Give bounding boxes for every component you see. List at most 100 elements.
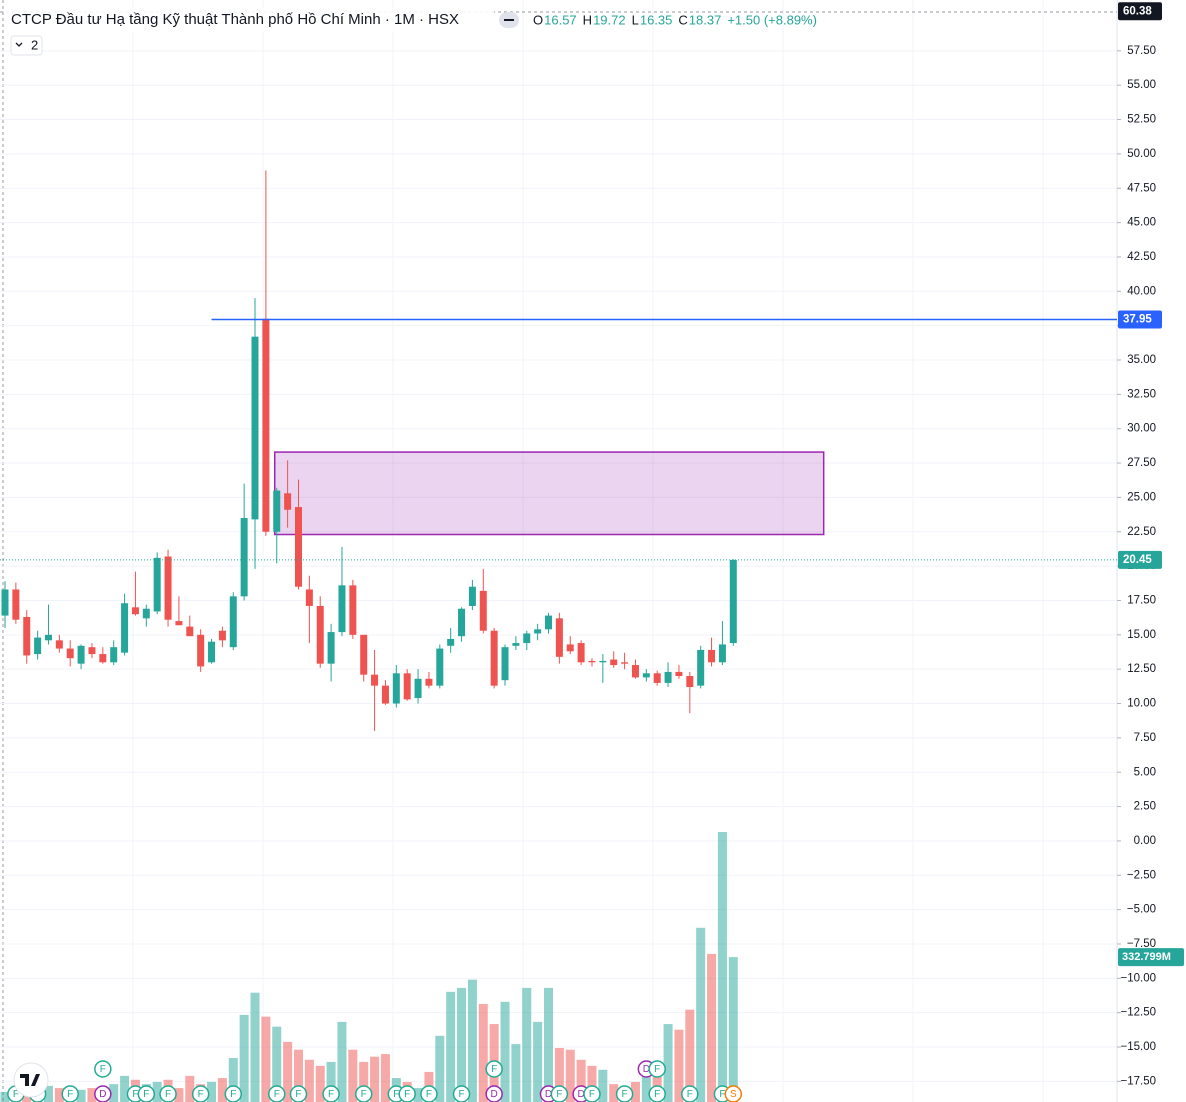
y-tick-label: 57.50 (1127, 45, 1156, 57)
y-tick-label: −5.00 (1127, 904, 1156, 916)
candle-body (631, 665, 639, 678)
y-tick-label: 47.50 (1127, 182, 1156, 194)
event-marker[interactable] (485, 1060, 503, 1078)
zone-rectangle (274, 451, 825, 536)
event-marker[interactable] (159, 1085, 177, 1102)
volume-bar (380, 1054, 390, 1102)
volume-bar (228, 1058, 238, 1102)
volume-bar (728, 957, 738, 1102)
event-label: F (230, 1089, 236, 1100)
price-axis: −17.50 −15.00 −12.50 −10.00 −7.50 −5.00 −2.50 0… (1117, 2, 1184, 1087)
candle-body (88, 647, 96, 655)
event-marker[interactable] (398, 1085, 416, 1102)
ohlc-key: C (678, 12, 687, 27)
volume-bar (337, 1021, 347, 1102)
event-marker[interactable] (94, 1085, 112, 1102)
volume-bar (239, 1014, 249, 1102)
vertical-grid (132, 0, 1044, 1102)
logo-bg (13, 1062, 49, 1098)
event-label: F (295, 1089, 301, 1100)
ohlc-value: 19.72 (593, 12, 626, 27)
event-marker[interactable] (583, 1085, 601, 1102)
candle-body (284, 493, 292, 510)
event-marker[interactable] (61, 1085, 79, 1102)
candle-body (327, 632, 335, 664)
symbol-title: CTCP Đầu tư Hạ tầng Kỹ thuật Thành phố H… (11, 11, 459, 28)
indicator-toggle[interactable] (10, 35, 43, 56)
event-marker[interactable] (550, 1085, 569, 1102)
event-label: F (13, 1089, 19, 1100)
volume-bar (54, 1088, 64, 1102)
volume-bar (261, 1016, 271, 1102)
event-marker[interactable] (681, 1085, 699, 1102)
volume-bar (576, 1059, 586, 1102)
y-tick-label: 17.50 (1127, 594, 1156, 606)
candle-body (360, 634, 368, 675)
event-label: F (361, 1089, 367, 1100)
y-tick-label: 52.50 (1127, 114, 1156, 126)
price-badge (1118, 2, 1162, 21)
ohlc-legend: O 16.57 H 19.72 L 16.35 C 18.37 +1.50 (+8.89%) (533, 12, 817, 27)
candle-body (675, 671, 683, 677)
volume-bar (152, 1081, 162, 1102)
candle-body (208, 641, 216, 663)
volume-bar (652, 1064, 662, 1102)
candle-body (621, 662, 629, 664)
y-tick-label: 32.50 (1127, 388, 1156, 400)
candle-body (23, 616, 31, 656)
event-marker[interactable] (648, 1060, 666, 1078)
y-tick-label: 25.00 (1127, 491, 1156, 503)
volume-bar (120, 1075, 130, 1102)
event-marker[interactable] (485, 1085, 503, 1102)
volume-bar (717, 832, 727, 1102)
chevron (15, 42, 23, 47)
volume-bar (43, 1085, 53, 1102)
event-label: S (730, 1089, 737, 1100)
y-tick-label: 12.50 (1127, 663, 1156, 675)
volume-bar (685, 1009, 695, 1102)
event-marker[interactable] (94, 1060, 112, 1078)
event-marker[interactable] (724, 1085, 743, 1102)
candle-body (718, 644, 726, 663)
event-marker[interactable] (354, 1085, 373, 1102)
candle-body (534, 629, 542, 634)
candle-body (34, 637, 42, 655)
volume-bar (293, 1049, 303, 1102)
candle-body (142, 608, 150, 619)
event-marker[interactable] (615, 1085, 634, 1102)
volume-bar (674, 1029, 684, 1102)
volume-bar (304, 1059, 314, 1102)
candle-body (664, 671, 672, 683)
event-marker[interactable] (224, 1085, 243, 1102)
candle-body (697, 649, 705, 686)
volume-bar (554, 1048, 564, 1102)
ohlc-key: L (632, 12, 639, 27)
event-marker[interactable] (289, 1085, 308, 1102)
volume-bar (174, 1088, 184, 1102)
plot-area: FFFDFFFFFFFFFFFFFDDFDFFFFFSFFDF (0, 50, 1117, 1102)
event-marker[interactable] (420, 1085, 438, 1102)
event-marker[interactable] (268, 1085, 286, 1102)
event-label: D (577, 1089, 584, 1100)
candle-body (55, 640, 63, 649)
event-marker[interactable] (191, 1085, 210, 1102)
event-marker[interactable] (137, 1085, 156, 1102)
price-badge-label: 20.45 (1123, 554, 1152, 566)
volume-bar (446, 991, 456, 1102)
event-label: F (719, 1089, 725, 1100)
volume-bar (500, 1001, 510, 1102)
event-label: F (589, 1089, 595, 1100)
volume-bar (413, 1088, 423, 1102)
event-marker[interactable] (452, 1085, 471, 1102)
event-marker[interactable] (322, 1085, 340, 1102)
y-tick-label: 30.00 (1127, 423, 1156, 435)
event-label: D (545, 1089, 552, 1100)
tv-logo (13, 1062, 49, 1098)
volume-bar (565, 1049, 575, 1102)
candle-body (501, 647, 509, 681)
volume-bar (359, 1061, 369, 1102)
y-tick-label: 42.50 (1127, 251, 1156, 263)
price-badge-label: 37.95 (1123, 314, 1152, 326)
event-marker[interactable] (648, 1085, 666, 1102)
